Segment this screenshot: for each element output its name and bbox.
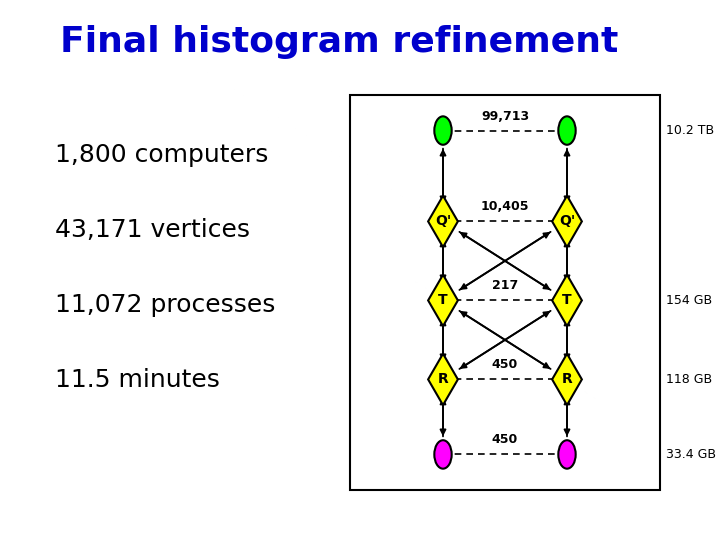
Polygon shape [552, 354, 582, 405]
Polygon shape [428, 275, 458, 326]
Text: 450: 450 [492, 434, 518, 447]
Ellipse shape [434, 440, 451, 469]
Text: T: T [562, 293, 572, 307]
Polygon shape [552, 275, 582, 326]
Text: 154 GB: 154 GB [666, 294, 712, 307]
Text: Q': Q' [559, 214, 575, 228]
Text: Q': Q' [435, 214, 451, 228]
Text: 33.4 GB: 33.4 GB [666, 448, 716, 461]
Text: 99,713: 99,713 [481, 110, 529, 123]
Bar [350, 95, 660, 490]
Polygon shape [428, 195, 458, 247]
Text: R: R [438, 373, 449, 387]
Text: 11.5 minutes: 11.5 minutes [55, 368, 220, 392]
Text: 11,072 processes: 11,072 processes [55, 293, 275, 317]
Polygon shape [552, 195, 582, 247]
Text: 10.2 TB: 10.2 TB [666, 124, 714, 137]
Text: 450: 450 [492, 359, 518, 372]
Ellipse shape [434, 116, 451, 145]
Ellipse shape [558, 116, 576, 145]
Polygon shape [428, 354, 458, 405]
Ellipse shape [558, 440, 576, 469]
Text: 118 GB: 118 GB [666, 373, 712, 386]
Text: R: R [562, 373, 572, 387]
Text: 1,800 computers: 1,800 computers [55, 143, 269, 167]
Text: T: T [438, 293, 448, 307]
Text: Final histogram refinement: Final histogram refinement [60, 25, 618, 59]
Text: 10,405: 10,405 [481, 200, 529, 213]
Text: 217: 217 [492, 279, 518, 292]
Text: 43,171 vertices: 43,171 vertices [55, 218, 250, 242]
